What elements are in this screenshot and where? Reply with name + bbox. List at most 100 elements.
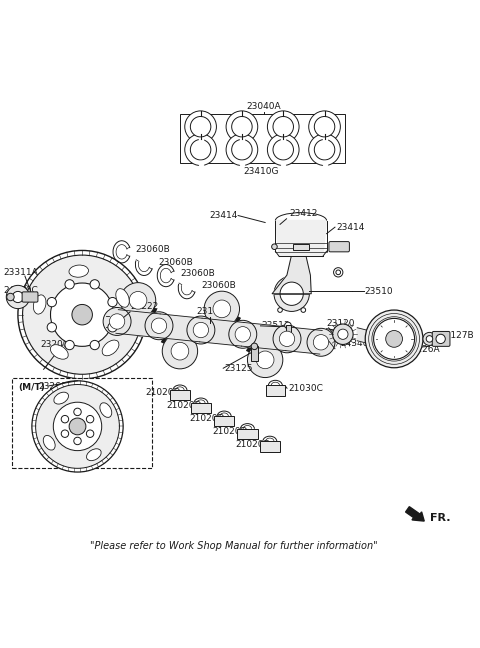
Ellipse shape [116, 288, 129, 307]
Circle shape [423, 332, 436, 345]
Circle shape [65, 340, 74, 350]
Bar [266, 386, 285, 396]
Circle shape [232, 139, 252, 160]
Circle shape [280, 282, 303, 305]
Text: 23060B: 23060B [201, 281, 236, 290]
Circle shape [235, 327, 251, 342]
Bar [12, 378, 152, 469]
Circle shape [309, 111, 340, 143]
Circle shape [226, 111, 258, 143]
Circle shape [61, 430, 69, 437]
Polygon shape [106, 316, 109, 327]
Circle shape [65, 280, 74, 289]
Polygon shape [286, 327, 322, 354]
Circle shape [187, 316, 215, 344]
Circle shape [267, 111, 299, 143]
Circle shape [309, 134, 340, 165]
Circle shape [86, 415, 94, 423]
Circle shape [256, 351, 274, 369]
Circle shape [333, 324, 353, 345]
Text: 21020D: 21020D [166, 402, 201, 410]
Circle shape [61, 415, 69, 423]
Circle shape [338, 329, 348, 340]
Text: 23410G: 23410G [244, 167, 279, 176]
Text: 23126A: 23126A [406, 345, 440, 354]
Circle shape [272, 244, 277, 249]
Circle shape [273, 325, 301, 353]
FancyBboxPatch shape [329, 242, 349, 252]
Circle shape [90, 280, 99, 289]
Circle shape [23, 255, 142, 375]
Ellipse shape [54, 392, 69, 404]
FancyBboxPatch shape [22, 292, 38, 302]
Circle shape [193, 322, 209, 338]
Bar [191, 403, 211, 413]
Circle shape [301, 308, 306, 312]
Bar [286, 325, 291, 332]
Text: 24340: 24340 [340, 339, 369, 348]
Text: 23040A: 23040A [246, 102, 281, 111]
Text: "Please refer to Work Shop Manual for further information": "Please refer to Work Shop Manual for fu… [90, 540, 377, 551]
Circle shape [274, 276, 310, 312]
Polygon shape [357, 328, 376, 345]
Ellipse shape [50, 345, 68, 359]
Circle shape [74, 437, 81, 445]
Polygon shape [158, 314, 202, 342]
Text: 23412: 23412 [289, 209, 318, 218]
Circle shape [373, 318, 415, 360]
Circle shape [53, 402, 102, 450]
Text: 23060B: 23060B [158, 258, 193, 266]
Circle shape [185, 111, 216, 143]
Text: 23222: 23222 [130, 302, 158, 311]
Text: FR.: FR. [430, 513, 450, 523]
Circle shape [273, 139, 293, 160]
Polygon shape [276, 220, 326, 257]
Ellipse shape [43, 435, 55, 450]
Polygon shape [200, 318, 244, 346]
Circle shape [267, 134, 299, 165]
Circle shape [50, 283, 114, 346]
Text: 23111: 23111 [196, 307, 225, 316]
Circle shape [191, 117, 211, 137]
Circle shape [145, 312, 173, 340]
Circle shape [171, 342, 189, 360]
Ellipse shape [100, 403, 112, 417]
Circle shape [151, 318, 167, 334]
Circle shape [162, 334, 198, 369]
Circle shape [47, 323, 57, 332]
Circle shape [18, 250, 146, 379]
Circle shape [229, 320, 257, 348]
Circle shape [336, 270, 340, 275]
Circle shape [314, 139, 335, 160]
Text: 23510: 23510 [365, 287, 394, 296]
Circle shape [32, 381, 123, 472]
Circle shape [232, 117, 252, 137]
Circle shape [109, 314, 125, 329]
Circle shape [365, 310, 423, 368]
Text: 23060B: 23060B [136, 245, 170, 254]
Circle shape [313, 334, 329, 350]
Circle shape [7, 294, 14, 301]
Text: 23311A: 23311A [3, 268, 38, 277]
Circle shape [334, 268, 343, 277]
Circle shape [129, 292, 147, 309]
Text: 23120: 23120 [326, 319, 355, 328]
Text: 23414: 23414 [336, 223, 364, 232]
Ellipse shape [102, 340, 119, 356]
Polygon shape [272, 257, 311, 294]
Text: 23260: 23260 [38, 382, 66, 391]
Circle shape [226, 134, 258, 165]
Text: 23414: 23414 [210, 211, 238, 220]
Circle shape [248, 342, 283, 378]
Bar [293, 244, 309, 249]
Circle shape [86, 430, 94, 437]
Circle shape [90, 340, 99, 350]
Circle shape [103, 308, 131, 336]
Circle shape [279, 331, 295, 347]
Circle shape [12, 292, 24, 303]
Text: 24560C: 24560C [3, 286, 38, 295]
Circle shape [185, 134, 216, 165]
Circle shape [314, 117, 335, 137]
Circle shape [191, 139, 211, 160]
Circle shape [47, 297, 57, 307]
